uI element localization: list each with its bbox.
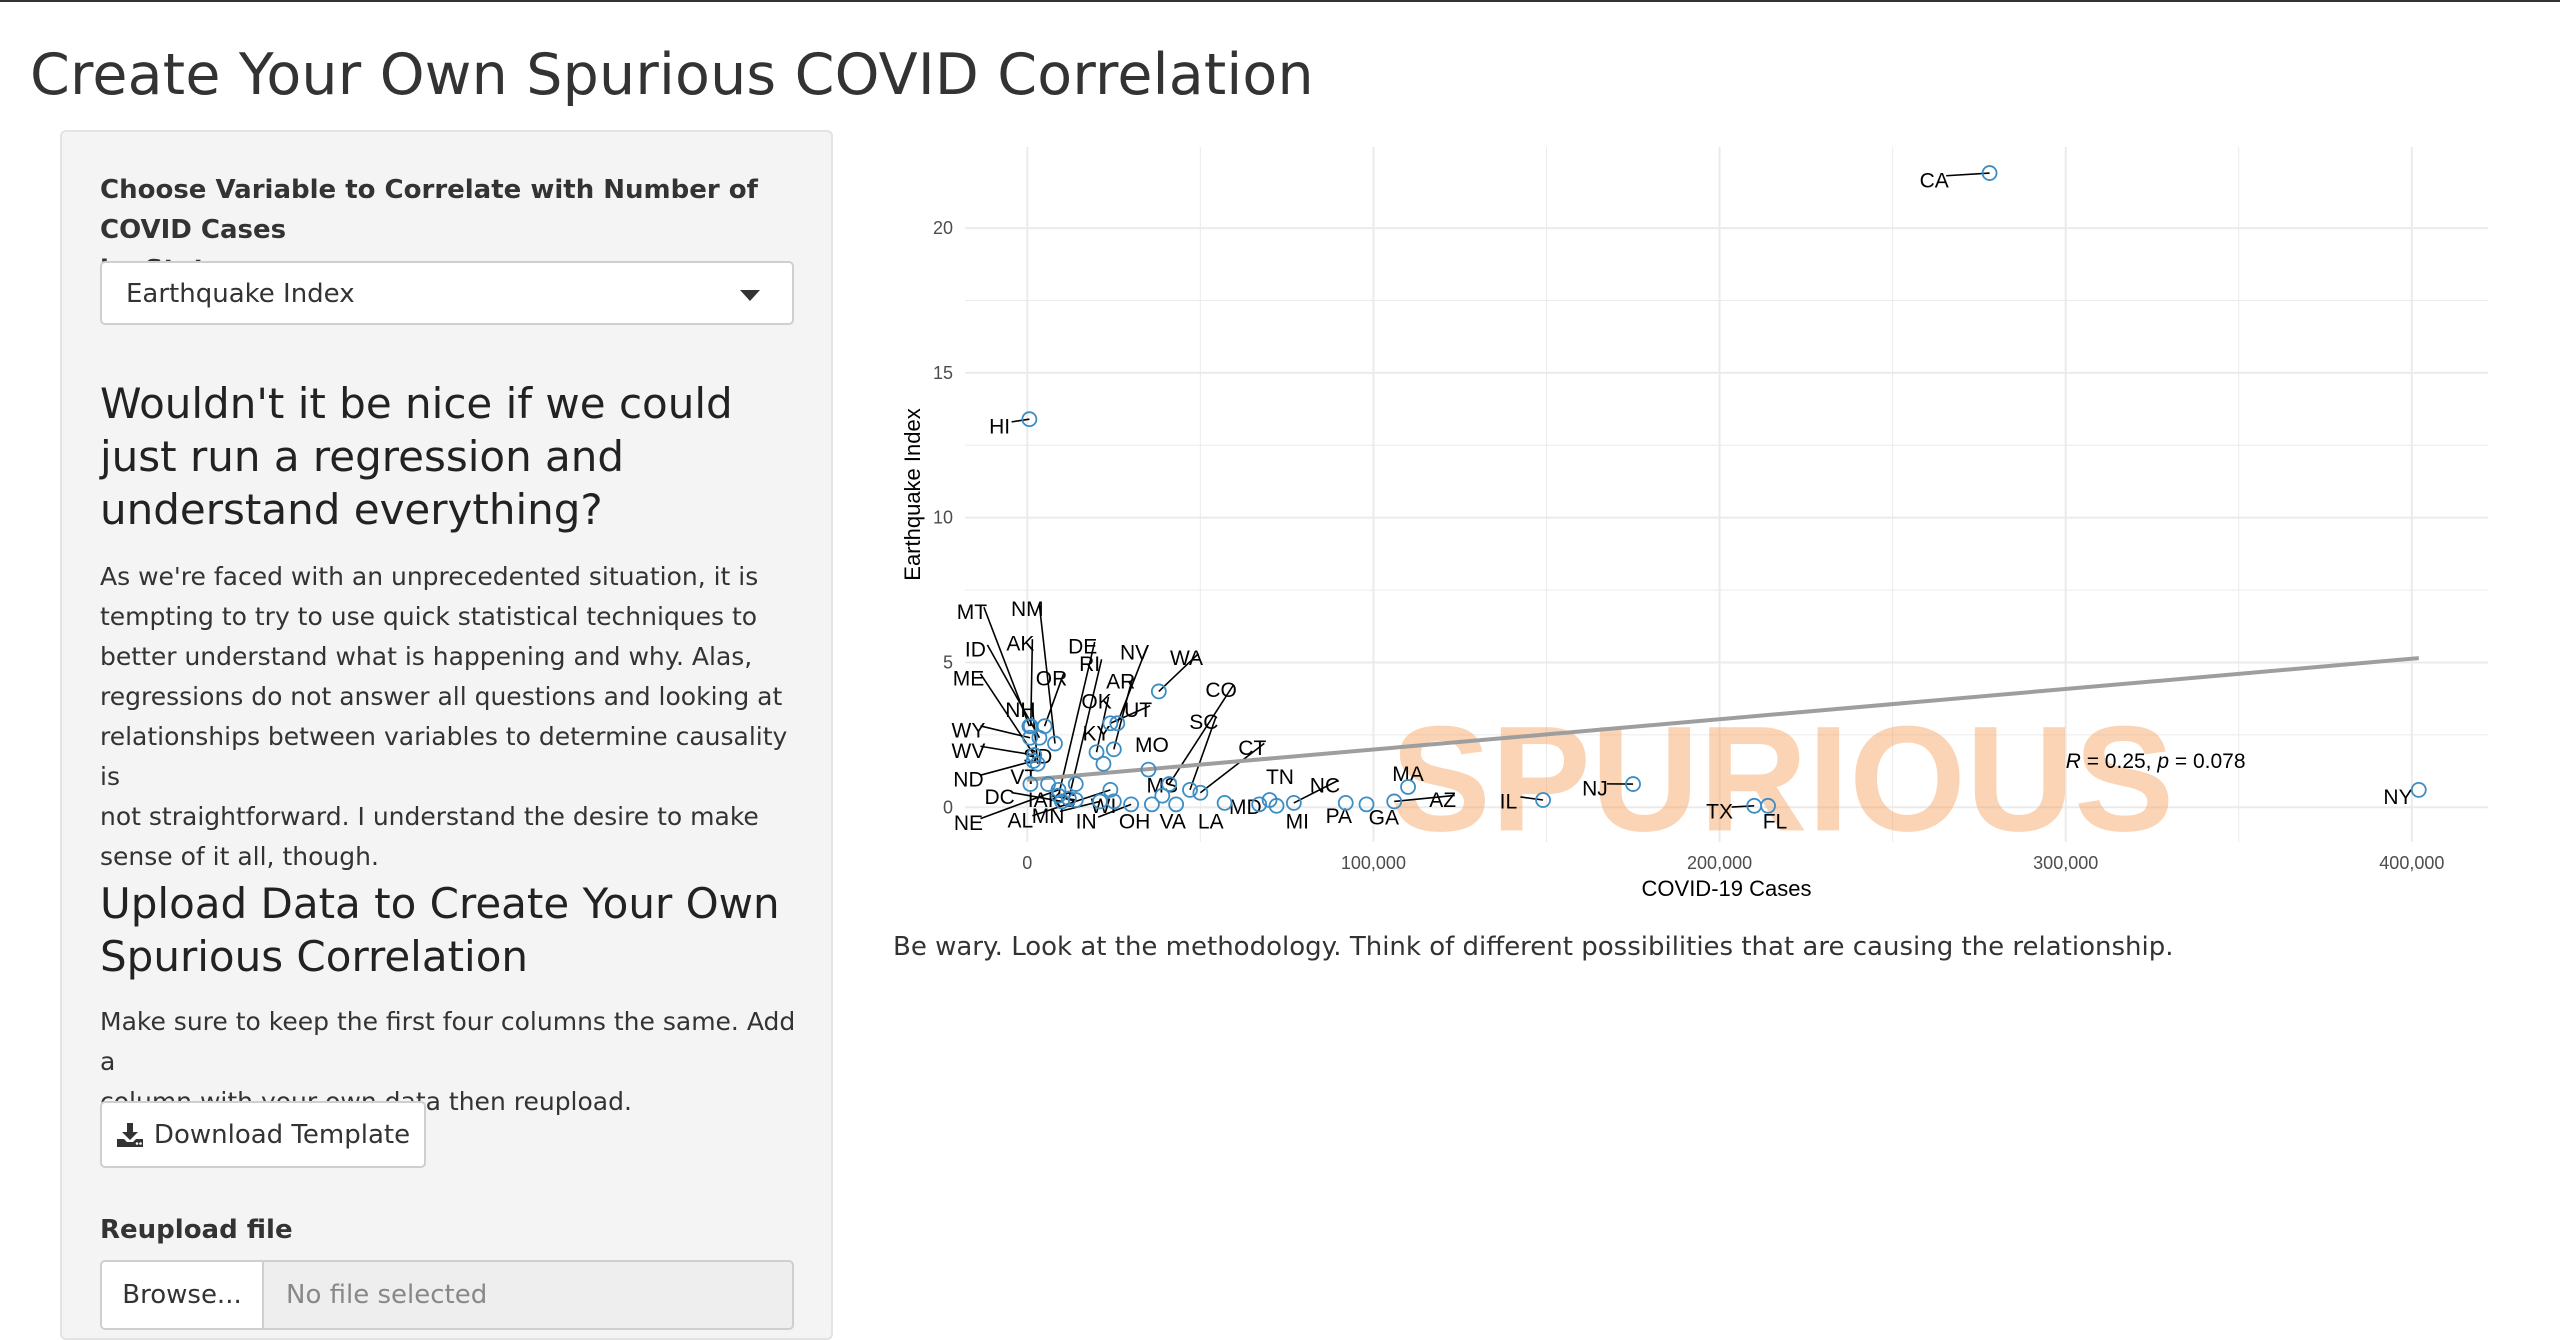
regression-heading: Wouldn't it be nice if we could just run… — [100, 377, 800, 536]
browse-button[interactable]: Browse... — [102, 1262, 264, 1328]
r-value: = 0.25, — [2081, 750, 2157, 773]
point-label: UT — [1124, 699, 1152, 722]
point-label: CA — [1920, 169, 1949, 192]
x-tick-label: 300,000 — [2033, 853, 2098, 873]
point-label: WA — [1170, 647, 1203, 670]
point-label: DE — [1068, 636, 1097, 659]
point-label: IA — [1028, 789, 1048, 812]
point-label: VA — [1159, 811, 1185, 834]
intro-paragraph: As we're faced with an unprecedented sit… — [100, 557, 800, 877]
point-label: ME — [953, 667, 985, 690]
point-label: AZ — [1429, 789, 1456, 812]
intro-line: tempting to try to use quick statistical… — [100, 597, 800, 637]
intro-line: not straightforward. I understand the de… — [100, 797, 800, 837]
point-label: NY — [2383, 786, 2412, 809]
upload-heading: Upload Data to Create Your Own Spurious … — [100, 877, 800, 983]
point-label: DC — [984, 786, 1014, 809]
y-tick-label: 0 — [943, 797, 953, 817]
intro-line: sense of it all, though. — [100, 837, 800, 877]
point-label: AL — [1008, 809, 1034, 832]
upload-heading-line1: Upload Data to Create Your Own — [100, 877, 800, 930]
reupload-label: Reupload file — [100, 1210, 293, 1250]
point-label: TN — [1266, 766, 1294, 789]
intro-line: regressions do not answer all questions … — [100, 677, 800, 717]
x-tick-label: 100,000 — [1341, 853, 1406, 873]
regression-heading-line2: just run a regression and — [100, 430, 800, 483]
intro-line: better understand what is happening and … — [100, 637, 800, 677]
p-value: = 0.078 — [2169, 750, 2245, 773]
file-status: No file selected — [286, 1280, 487, 1310]
point-label: OH — [1119, 811, 1151, 834]
point-label: NE — [954, 812, 983, 835]
data-point — [1124, 797, 1138, 811]
point-label: NM — [1011, 598, 1044, 621]
point-label: MT — [957, 601, 987, 624]
variable-select[interactable]: Earthquake Index — [100, 261, 794, 325]
point-label: PA — [1326, 805, 1352, 828]
x-axis-title: COVID-19 Cases — [1642, 876, 1812, 901]
y-tick-label: 5 — [943, 652, 953, 672]
correlation-annotation: R = 0.25, p = 0.078 — [2066, 750, 2246, 773]
point-label: HI — [989, 415, 1010, 438]
data-point — [1360, 797, 1374, 811]
point-label: NV — [1120, 641, 1149, 664]
point-label: MD — [1229, 796, 1262, 819]
variable-select-label-line1: Choose Variable to Correlate with Number… — [100, 170, 831, 250]
point-label: CO — [1205, 679, 1237, 702]
variable-select-value: Earthquake Index — [126, 279, 355, 309]
point-label: GA — [1369, 806, 1399, 829]
point-label: WV — [952, 740, 986, 763]
sidebar-panel: Choose Variable to Correlate with Number… — [60, 130, 833, 1340]
caption: Be wary. Look at the methodology. Think … — [893, 932, 2174, 962]
r-symbol: R — [2066, 750, 2081, 773]
regression-heading-line3: understand everything? — [100, 483, 800, 536]
point-label: NC — [1310, 775, 1340, 798]
download-icon — [116, 1122, 144, 1148]
point-label: OR — [1036, 667, 1068, 690]
y-tick-label: 10 — [933, 508, 953, 528]
spurious-watermark: SPURIOUS — [1391, 694, 2174, 862]
y-axis-title: Earthquake Index — [900, 408, 925, 580]
upload-line: Make sure to keep the first four columns… — [100, 1002, 800, 1082]
p-symbol: p — [2156, 750, 2169, 773]
x-tick-label: 200,000 — [1687, 853, 1752, 873]
data-point — [1107, 742, 1121, 756]
download-template-label: Download Template — [154, 1120, 410, 1150]
intro-line: As we're faced with an unprecedented sit… — [100, 557, 800, 597]
regression-heading-line1: Wouldn't it be nice if we could — [100, 377, 800, 430]
intro-line: relationships between variables to deter… — [100, 717, 800, 797]
download-template-button[interactable]: Download Template — [100, 1101, 426, 1168]
data-point — [1169, 797, 1183, 811]
point-label: MA — [1392, 763, 1424, 786]
point-label: FL — [1763, 811, 1788, 834]
point-label: MI — [1286, 811, 1309, 834]
point-label: TX — [1706, 801, 1733, 824]
x-tick-label: 0 — [1022, 853, 1032, 873]
y-tick-label: 15 — [933, 363, 953, 383]
point-label: LA — [1198, 811, 1224, 834]
upload-heading-line2: Spurious Correlation — [100, 930, 800, 983]
point-label: ND — [953, 769, 983, 792]
x-tick-label: 400,000 — [2379, 853, 2444, 873]
chevron-down-icon[interactable] — [740, 290, 760, 301]
point-label: IL — [1500, 790, 1518, 813]
point-label: NJ — [1582, 777, 1608, 800]
page-title: Create Your Own Spurious COVID Correlati… — [30, 42, 1314, 108]
y-tick-label: 20 — [933, 218, 953, 238]
point-label: OK — [1081, 691, 1111, 714]
point-label: MO — [1135, 734, 1169, 757]
file-input[interactable]: Browse... No file selected — [100, 1260, 794, 1330]
point-label: ID — [965, 638, 986, 661]
point-label: CT — [1238, 737, 1266, 760]
point-label: AK — [1006, 633, 1034, 656]
data-point — [2412, 783, 2426, 797]
